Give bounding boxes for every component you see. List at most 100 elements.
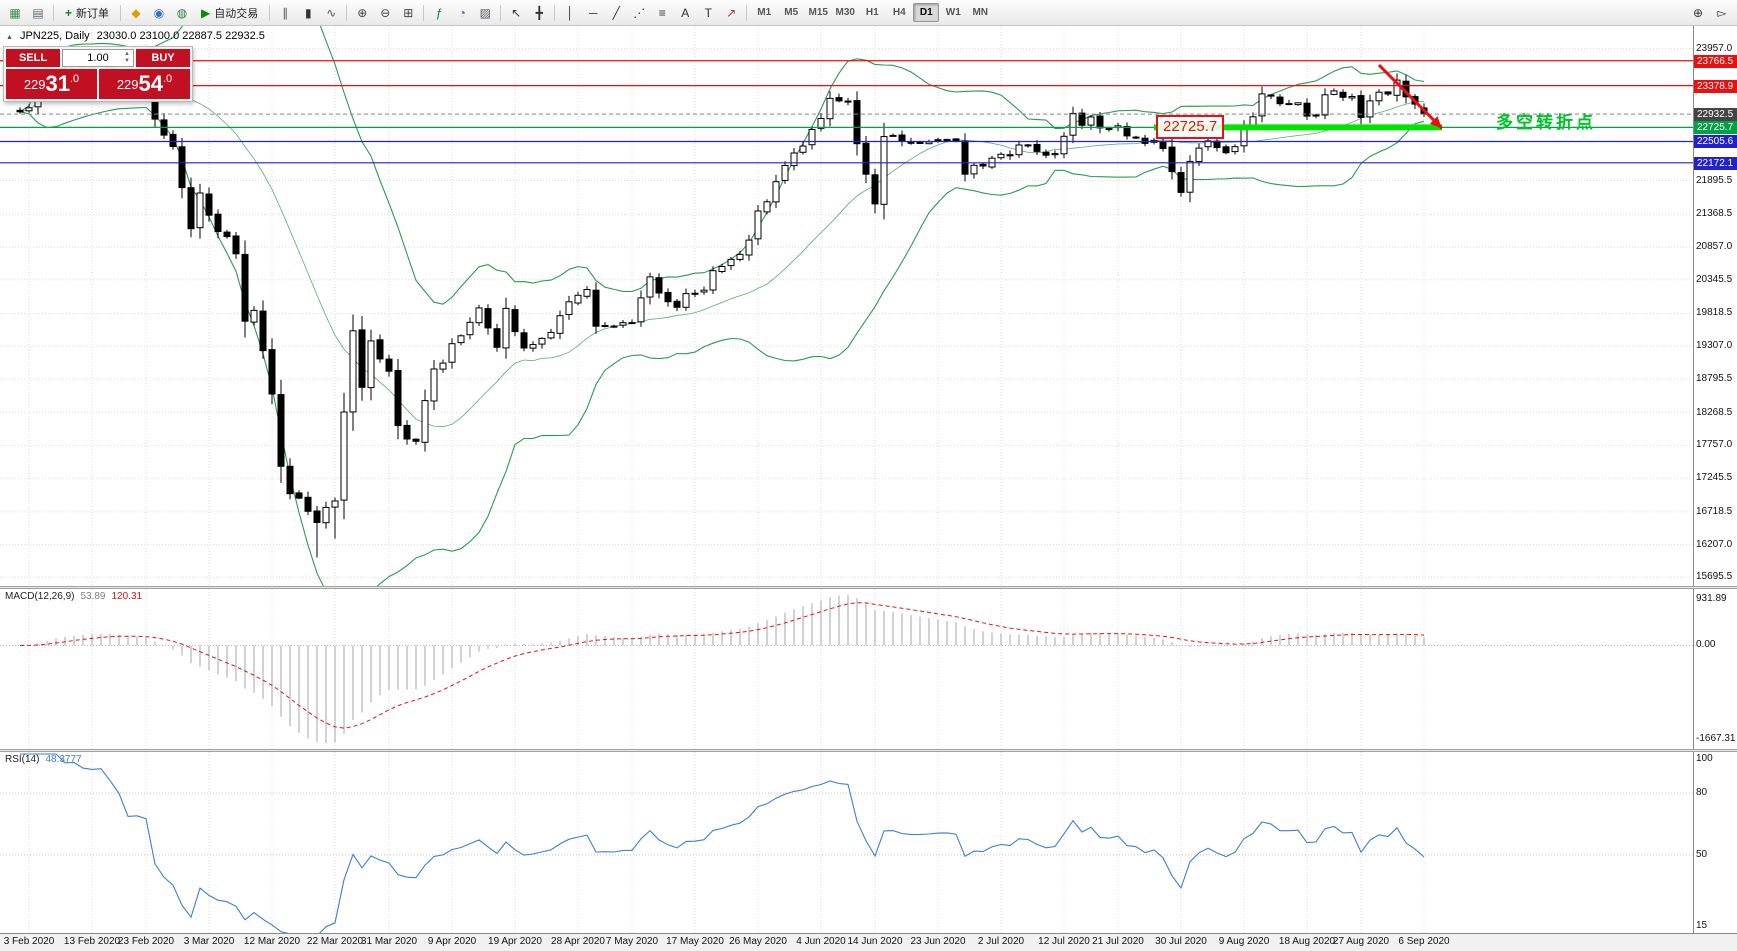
buy-price[interactable]: 229 54.0 bbox=[99, 69, 190, 99]
sell-price[interactable]: 229 31.0 bbox=[6, 69, 97, 99]
date-label: 30 Jul 2020 bbox=[1155, 936, 1207, 947]
candle-chart-type-button[interactable]: ▮ bbox=[297, 2, 319, 24]
new-chart-button[interactable]: ▦ bbox=[4, 2, 26, 24]
volume-spinner[interactable] bbox=[122, 50, 132, 66]
search-button[interactable]: ⊕ bbox=[1687, 2, 1709, 24]
fibonacci-button[interactable]: ≡ bbox=[651, 2, 673, 24]
zoom-out-button[interactable]: ⊖ bbox=[374, 2, 396, 24]
timeframe-w1[interactable]: W1 bbox=[945, 7, 961, 18]
date-label: 27 Aug 2020 bbox=[1332, 936, 1390, 947]
channel-icon: ⋰ bbox=[633, 5, 646, 20]
level-price-label: 22725.7 bbox=[1694, 121, 1737, 134]
market-watch-button[interactable]: ◆ bbox=[125, 2, 147, 24]
panel-divider[interactable] bbox=[0, 749, 1737, 752]
rsi-name: RSI(14) bbox=[5, 754, 40, 765]
bollinger-bands bbox=[19, 26, 1425, 586]
equidistant-channel-button[interactable]: ⋰ bbox=[628, 2, 650, 24]
text-a-icon: A bbox=[681, 5, 690, 20]
date-label: 17 May 2020 bbox=[666, 936, 724, 947]
vertical-line-button[interactable]: │ bbox=[559, 2, 581, 24]
auto-trading-button[interactable]: ▶ 自动交易 bbox=[194, 2, 265, 24]
candlestick-chart[interactable] bbox=[0, 26, 1693, 586]
rsi-label: RSI(14) 48.3777 bbox=[5, 754, 82, 765]
timeframe-m30[interactable]: M30 bbox=[835, 7, 855, 18]
rsi-chart[interactable] bbox=[0, 752, 1693, 933]
trend-icon: ╱ bbox=[612, 5, 620, 20]
rsi-80-label: 80 bbox=[1696, 787, 1708, 798]
data-window-button[interactable]: ◉ bbox=[148, 2, 170, 24]
toolbar-separator bbox=[423, 4, 425, 21]
date-label: 3 Feb 2020 bbox=[3, 936, 55, 947]
magnifier-icon: ⊕ bbox=[1692, 5, 1704, 20]
date-label: 4 Jun 2020 bbox=[796, 936, 846, 947]
panel-divider[interactable] bbox=[0, 586, 1737, 589]
candles-icon: ▮ bbox=[304, 5, 312, 20]
symbol-ohlc: 23030.0 23100.0 22887.5 22932.5 bbox=[96, 30, 265, 42]
text-button[interactable]: A bbox=[674, 2, 696, 24]
price-chart-panel[interactable]: 23957.0 21895.5 21368.5 20857.0 20345.5 19818… bbox=[0, 26, 1737, 586]
date-label: 12 Jul 2020 bbox=[1038, 936, 1090, 947]
people-icon: ◉ bbox=[153, 5, 165, 20]
date-label: 23 Feb 2020 bbox=[117, 936, 175, 947]
vline-icon: │ bbox=[566, 5, 575, 20]
fibo-icon: ≡ bbox=[658, 5, 666, 20]
sell-button[interactable]: SELL bbox=[6, 49, 60, 67]
macd-min-label: -1667.31 bbox=[1696, 733, 1736, 744]
buy-button[interactable]: BUY bbox=[136, 49, 190, 67]
navigator-button[interactable]: ◍ bbox=[171, 2, 193, 24]
spin-down-icon[interactable] bbox=[122, 58, 132, 65]
main-toolbar: ▦ ▤ + 新订单 ◆ ◉ ◍ ▶ 自动交易 ∥ ▮ ∿ ⊕ ⊖ ⊞ ƒ ◔ ▨ ↖ ╋ │ ─ ╱ ⋰ ≡ A T ↗ M1 M5 M15… bbox=[0, 0, 1737, 26]
level-price-label: 23378.9 bbox=[1694, 80, 1737, 93]
macd-chart[interactable] bbox=[0, 589, 1693, 749]
text-label-button[interactable]: T bbox=[697, 2, 719, 24]
trend-arrow[interactable] bbox=[1377, 63, 1444, 130]
timeframe-d1[interactable]: D1 bbox=[913, 3, 940, 22]
volume-value: 1.00 bbox=[87, 52, 109, 64]
periods-button[interactable]: ◔ bbox=[451, 2, 473, 24]
time-axis[interactable]: 3 Feb 2020 13 Feb 2020 23 Feb 2020 3 Mar 20… bbox=[0, 933, 1737, 951]
zoom-in-button[interactable]: ⊕ bbox=[351, 2, 373, 24]
macd-panel[interactable]: 931.89 0.00 -1667.31 MACD(12,26,9) 53.89 1… bbox=[0, 589, 1737, 749]
indicators-button[interactable]: ƒ bbox=[428, 2, 450, 24]
rsi-axis[interactable]: 100 80 50 15 bbox=[1693, 752, 1737, 933]
diamond-icon: ◆ bbox=[131, 5, 141, 20]
cursor-button[interactable]: ↖ bbox=[505, 2, 527, 24]
rsi-max-label: 100 bbox=[1696, 753, 1713, 764]
rsi-min-label: 15 bbox=[1696, 920, 1708, 931]
templates-button[interactable]: ▨ bbox=[474, 2, 496, 24]
pointer-mode-button[interactable]: ▻ bbox=[1711, 2, 1733, 24]
current-price-label: 22932.5 bbox=[1694, 108, 1737, 121]
tile-windows-button[interactable]: ⊞ bbox=[397, 2, 419, 24]
price-level-annotation[interactable]: 22725.7 bbox=[1156, 115, 1225, 139]
date-label: 3 Mar 2020 bbox=[183, 936, 235, 947]
rsi-panel[interactable]: 100 80 50 15 RSI(14) 48.3777 bbox=[0, 752, 1737, 933]
volume-input[interactable]: 1.00 bbox=[62, 49, 134, 67]
horizontal-line-button[interactable]: ─ bbox=[582, 2, 604, 24]
level-price-label: 22172.1 bbox=[1694, 157, 1737, 170]
bar-chart-type-button[interactable]: ∥ bbox=[274, 2, 296, 24]
timeframe-m15[interactable]: M15 bbox=[808, 7, 828, 18]
chart-marker-icon bbox=[6, 30, 13, 42]
macd-value-signal: 120.31 bbox=[111, 591, 143, 602]
horizontal-levels[interactable] bbox=[0, 60, 1693, 164]
macd-axis[interactable]: 931.89 0.00 -1667.31 bbox=[1693, 589, 1737, 749]
timeframe-h1[interactable]: H1 bbox=[865, 7, 879, 18]
price-tick-label: 21368.5 bbox=[1696, 208, 1733, 219]
price-tick-label: 20857.0 bbox=[1696, 241, 1733, 252]
timeframe-mn[interactable]: MN bbox=[972, 7, 989, 18]
price-axis[interactable]: 23957.0 21895.5 21368.5 20857.0 20345.5 19818… bbox=[1693, 26, 1737, 586]
new-order-button[interactable]: + 新订单 bbox=[58, 2, 116, 24]
crosshair-button[interactable]: ╋ bbox=[528, 2, 550, 24]
crosshair-icon: ╋ bbox=[535, 5, 543, 20]
trendline-button[interactable]: ╱ bbox=[605, 2, 627, 24]
rsi-value: 48.3777 bbox=[45, 754, 82, 765]
spin-up-icon[interactable] bbox=[122, 51, 132, 58]
timeframe-h4[interactable]: H4 bbox=[892, 7, 906, 18]
profiles-button[interactable]: ▤ bbox=[27, 2, 49, 24]
arrow-objects-button[interactable]: ↗ bbox=[720, 2, 742, 24]
timeframe-m5[interactable]: M5 bbox=[784, 7, 799, 18]
turning-point-note[interactable]: 多空转折点 bbox=[1496, 113, 1596, 132]
line-chart-type-button[interactable]: ∿ bbox=[320, 2, 342, 24]
timeframe-m1[interactable]: M1 bbox=[757, 7, 772, 18]
